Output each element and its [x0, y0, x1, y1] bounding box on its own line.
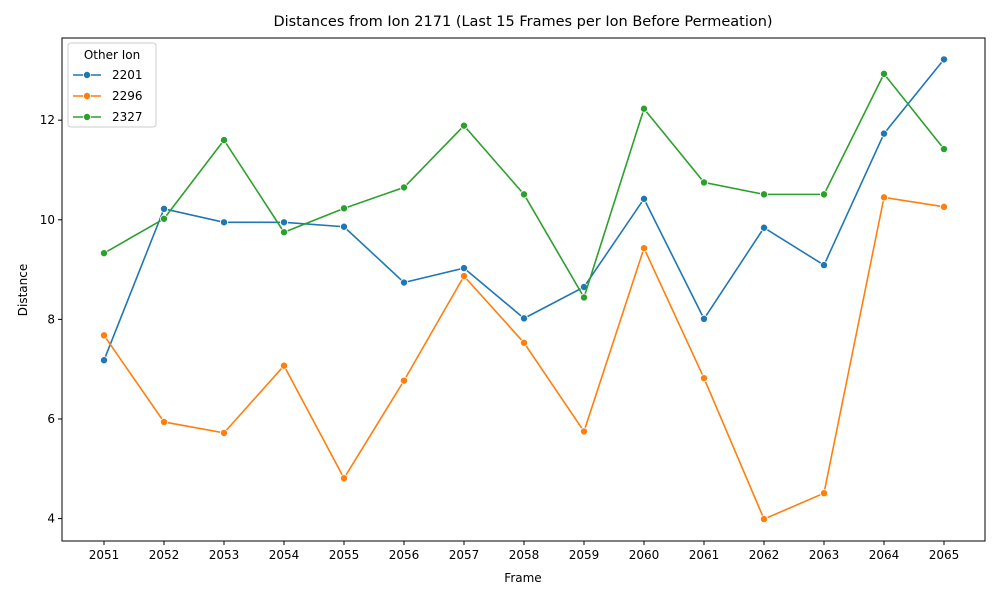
series-2201 [100, 55, 949, 365]
data-point [219, 136, 228, 145]
data-point [940, 202, 949, 211]
x-axis-title: Frame [504, 571, 541, 585]
data-point [580, 427, 589, 436]
data-point [219, 428, 228, 437]
data-point [700, 178, 709, 187]
legend-entry: 2296 [73, 89, 143, 103]
data-point [640, 244, 649, 253]
plot-area-frame [61, 37, 986, 542]
data-point [279, 228, 288, 237]
data-point [219, 218, 228, 227]
data-point [459, 121, 468, 130]
chart-title: Distances from Ion 2171 (Last 15 Frames … [273, 14, 772, 30]
x-tick-label: 2065 [929, 548, 960, 562]
series-line [103, 72, 945, 300]
y-axis-title: Distance [16, 264, 30, 316]
x-tick-label: 2063 [809, 548, 840, 562]
data-point [520, 190, 529, 199]
data-point [820, 489, 829, 498]
data-point [940, 55, 949, 64]
x-tick-label: 2052 [149, 548, 180, 562]
data-point [820, 190, 829, 199]
legend-label: 2201 [112, 68, 143, 82]
data-point [880, 129, 889, 138]
x-tick-label: 2064 [869, 548, 900, 562]
data-point [880, 69, 889, 78]
legend-title: Other Ion [84, 48, 140, 62]
legend-entry: 2327 [73, 110, 143, 124]
data-point [520, 314, 529, 323]
data-point [399, 278, 408, 287]
data-point [100, 356, 109, 365]
data-point [640, 194, 649, 203]
y-axis: 4 6 8 10 12 [40, 113, 62, 526]
x-tick-label: 2053 [209, 548, 240, 562]
data-point [940, 145, 949, 154]
legend-label: 2327 [112, 110, 143, 124]
x-tick-label: 2058 [509, 548, 540, 562]
data-point [100, 249, 109, 258]
data-point [339, 474, 348, 483]
legend-marker-swatch [83, 113, 92, 122]
data-point [399, 376, 408, 385]
data-point [700, 374, 709, 383]
data-point [339, 204, 348, 213]
legend-label: 2296 [112, 89, 143, 103]
x-axis: 2051 2052 2053 2054 2055 2056 2057 2058 2059 2060… [89, 541, 960, 562]
data-point [279, 361, 288, 370]
data-point [760, 223, 769, 232]
data-point [399, 183, 408, 192]
data-point [459, 264, 468, 273]
data-point [700, 314, 709, 323]
y-tick-label: 6 [47, 412, 55, 426]
y-tick-label: 8 [47, 312, 55, 326]
data-point [159, 417, 168, 426]
legend-marker-swatch [83, 71, 92, 80]
x-tick-label: 2056 [389, 548, 420, 562]
x-tick-label: 2051 [89, 548, 120, 562]
y-tick-label: 4 [47, 512, 55, 526]
legend: Other Ion 2201 2296 2327 [67, 42, 157, 128]
data-point [339, 222, 348, 231]
series-line [103, 196, 945, 521]
data-point [580, 293, 589, 302]
x-tick-label: 2059 [569, 548, 600, 562]
data-point [159, 204, 168, 213]
series-2327 [100, 69, 949, 302]
data-point [760, 190, 769, 199]
legend-entry: 2201 [73, 68, 143, 82]
x-tick-label: 2054 [269, 548, 300, 562]
data-point [520, 338, 529, 347]
legend-marker-swatch [83, 92, 92, 101]
data-point [820, 261, 829, 270]
legend-box [67, 42, 157, 128]
x-tick-label: 2055 [329, 548, 360, 562]
x-tick-label: 2057 [449, 548, 480, 562]
y-tick-label: 10 [40, 213, 55, 227]
data-point [880, 193, 889, 202]
data-point [459, 272, 468, 281]
data-point [100, 331, 109, 340]
y-tick-label: 12 [40, 113, 55, 127]
x-tick-label: 2060 [629, 548, 660, 562]
data-point [159, 214, 168, 223]
data-point [640, 104, 649, 113]
data-point [279, 218, 288, 227]
series-2296 [100, 193, 949, 524]
data-point [760, 515, 769, 524]
series-layer [100, 55, 949, 524]
x-tick-label: 2062 [749, 548, 780, 562]
x-tick-label: 2061 [689, 548, 720, 562]
